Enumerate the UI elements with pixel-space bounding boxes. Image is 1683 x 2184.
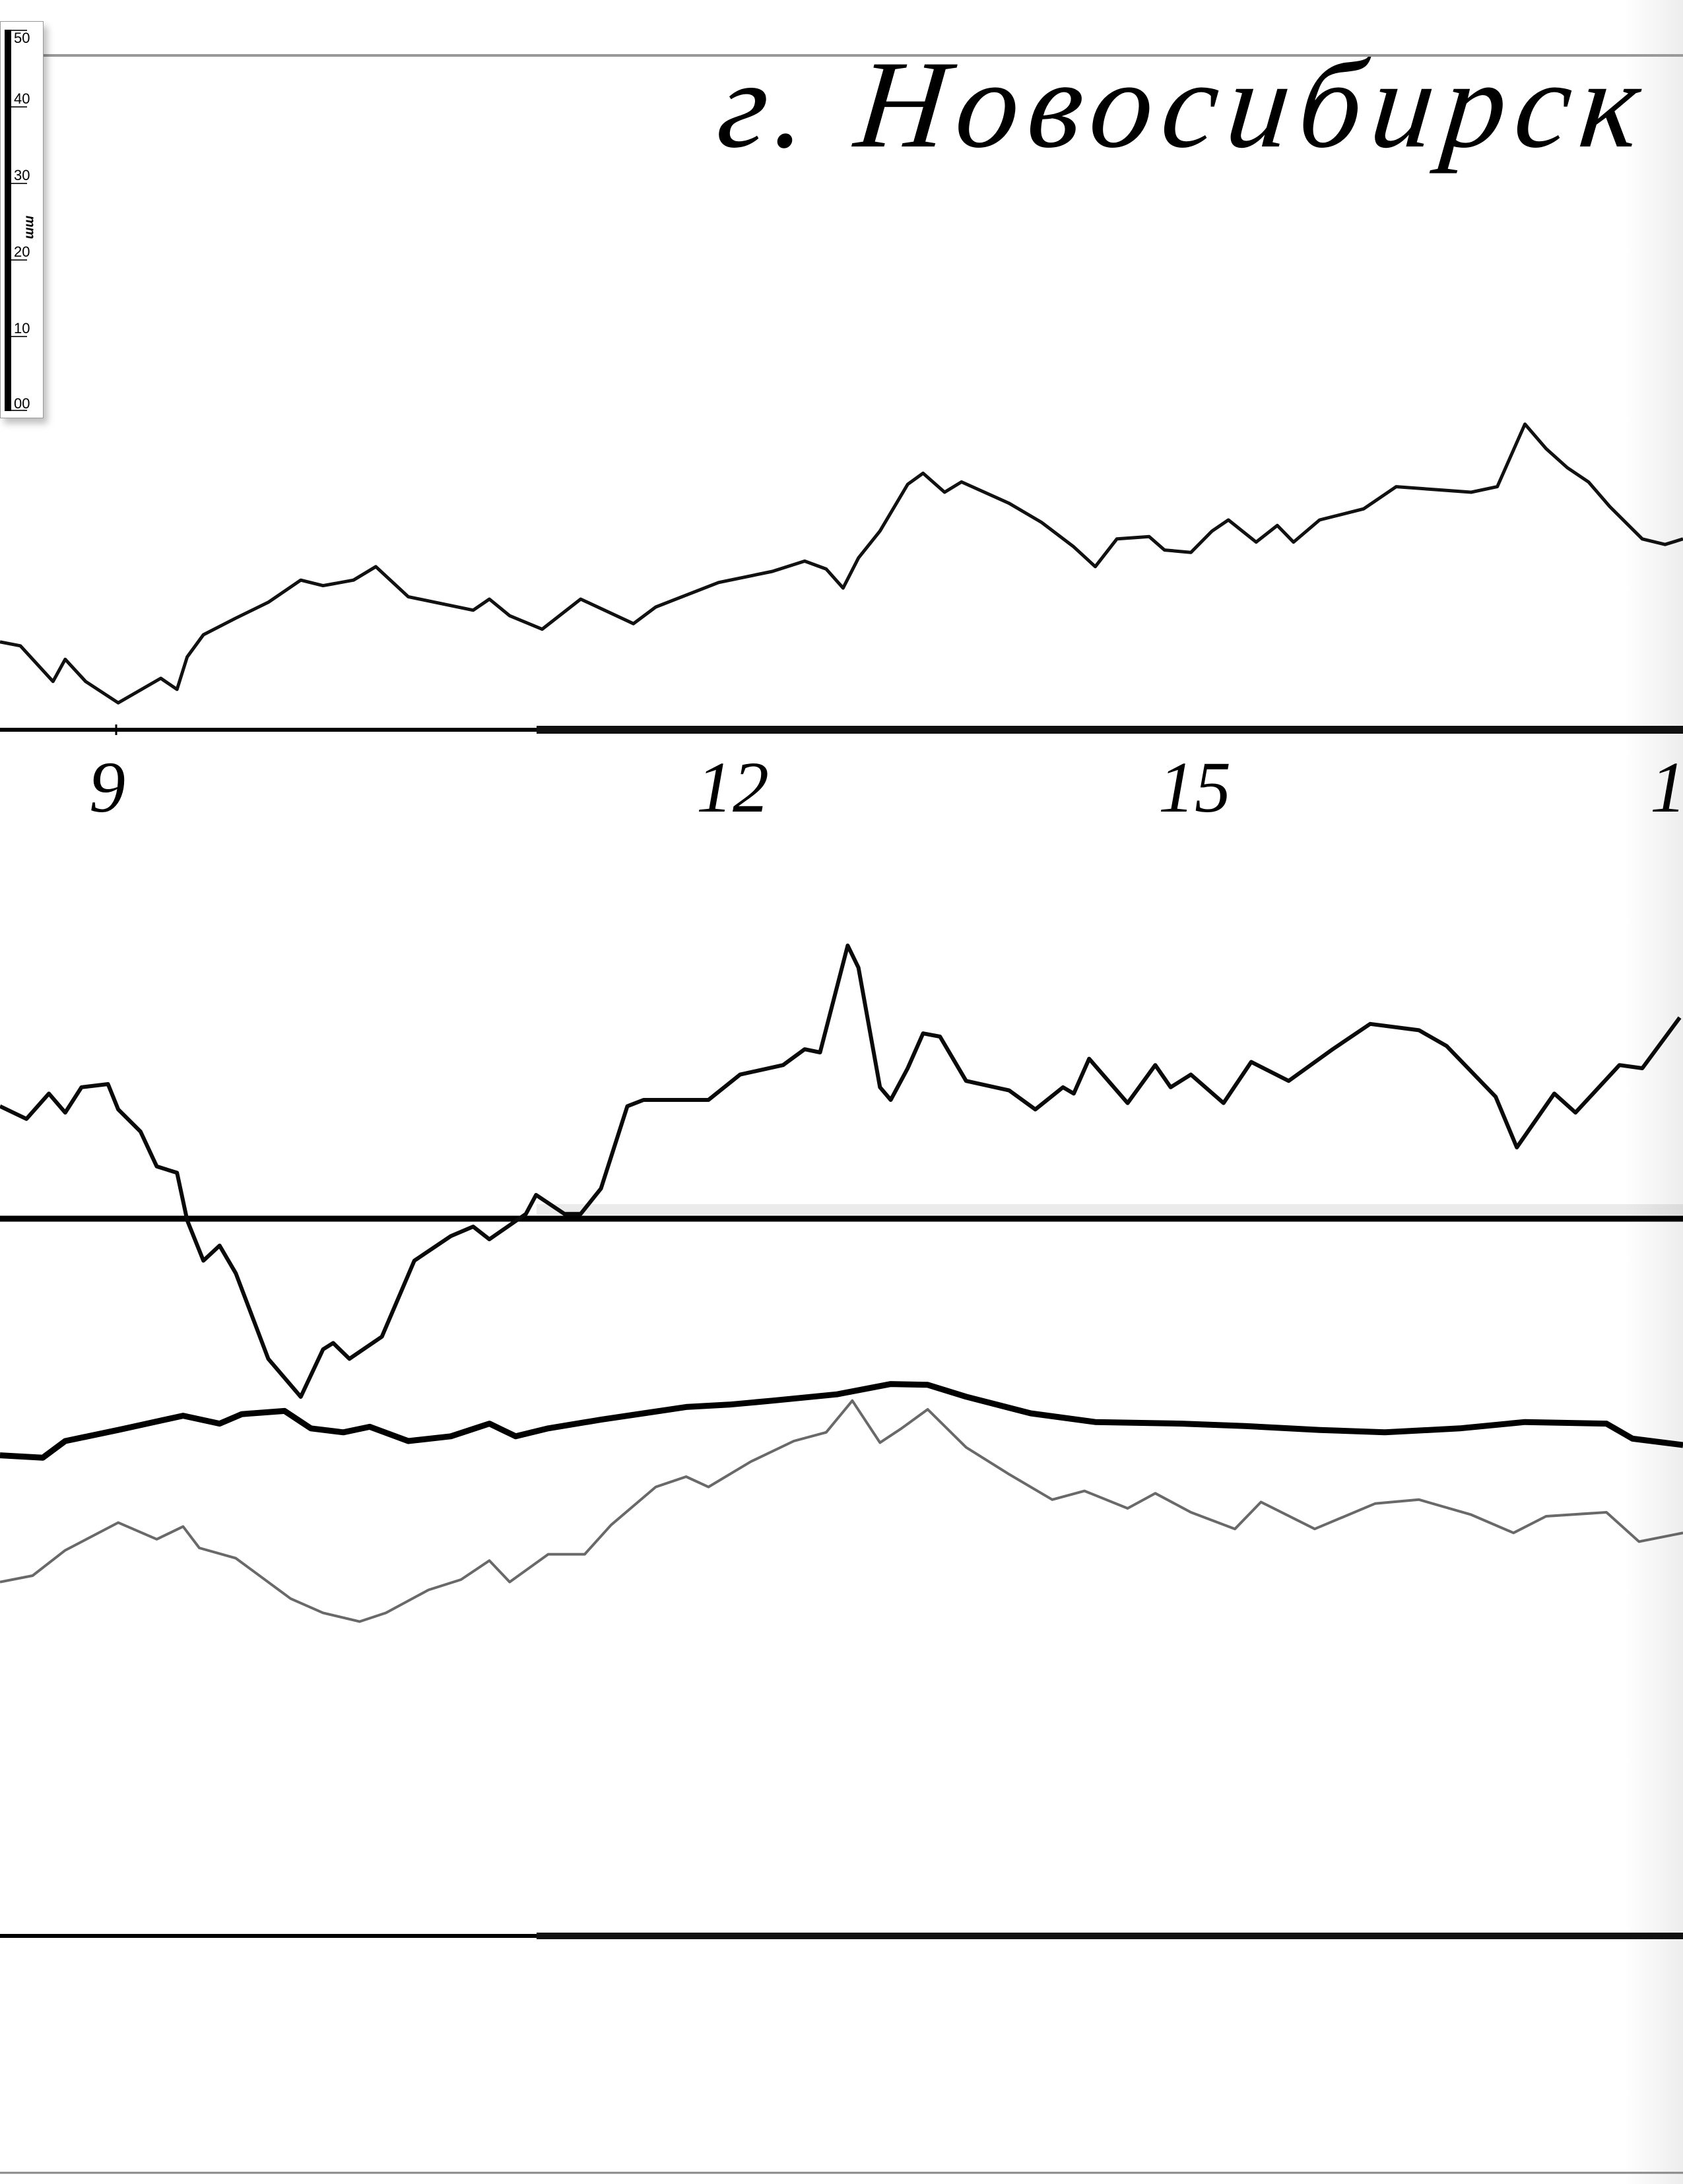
scale-label: 30 <box>14 167 30 183</box>
trace-4 <box>0 1399 1683 1623</box>
station-title: г. Новосибирск I <box>711 36 1683 174</box>
scale-tick <box>11 183 27 184</box>
traces <box>0 422 1683 1623</box>
scale-tick <box>11 410 27 411</box>
scale-tick <box>11 30 27 31</box>
paper-edge-shadow <box>1624 0 1683 2184</box>
hour-label-15: 15 <box>1158 747 1231 827</box>
hour-label-12: 12 <box>696 747 769 827</box>
scale-label: 10 <box>14 320 30 337</box>
hour-label-9: 9 <box>89 747 125 827</box>
scale-label: 40 <box>14 90 30 107</box>
hour-label-18: 18 <box>1650 747 1683 827</box>
scale-bar: 50 40 30 mm 20 10 00 <box>0 21 44 418</box>
trace-2 <box>0 944 1682 1399</box>
scale-tick <box>11 259 27 261</box>
baseline-2 <box>0 1204 1683 1222</box>
trace-3 <box>0 1381 1683 1461</box>
baseline-1 <box>0 724 1683 735</box>
scale-bar-black-strip <box>5 30 11 411</box>
scale-unit: mm <box>22 215 38 240</box>
scale-tick <box>11 106 27 108</box>
scale-label: 20 <box>14 243 30 260</box>
scale-tick <box>11 336 27 337</box>
scale-label: 50 <box>14 30 30 46</box>
scale-label: 00 <box>14 395 30 412</box>
trace-1 <box>0 422 1683 705</box>
